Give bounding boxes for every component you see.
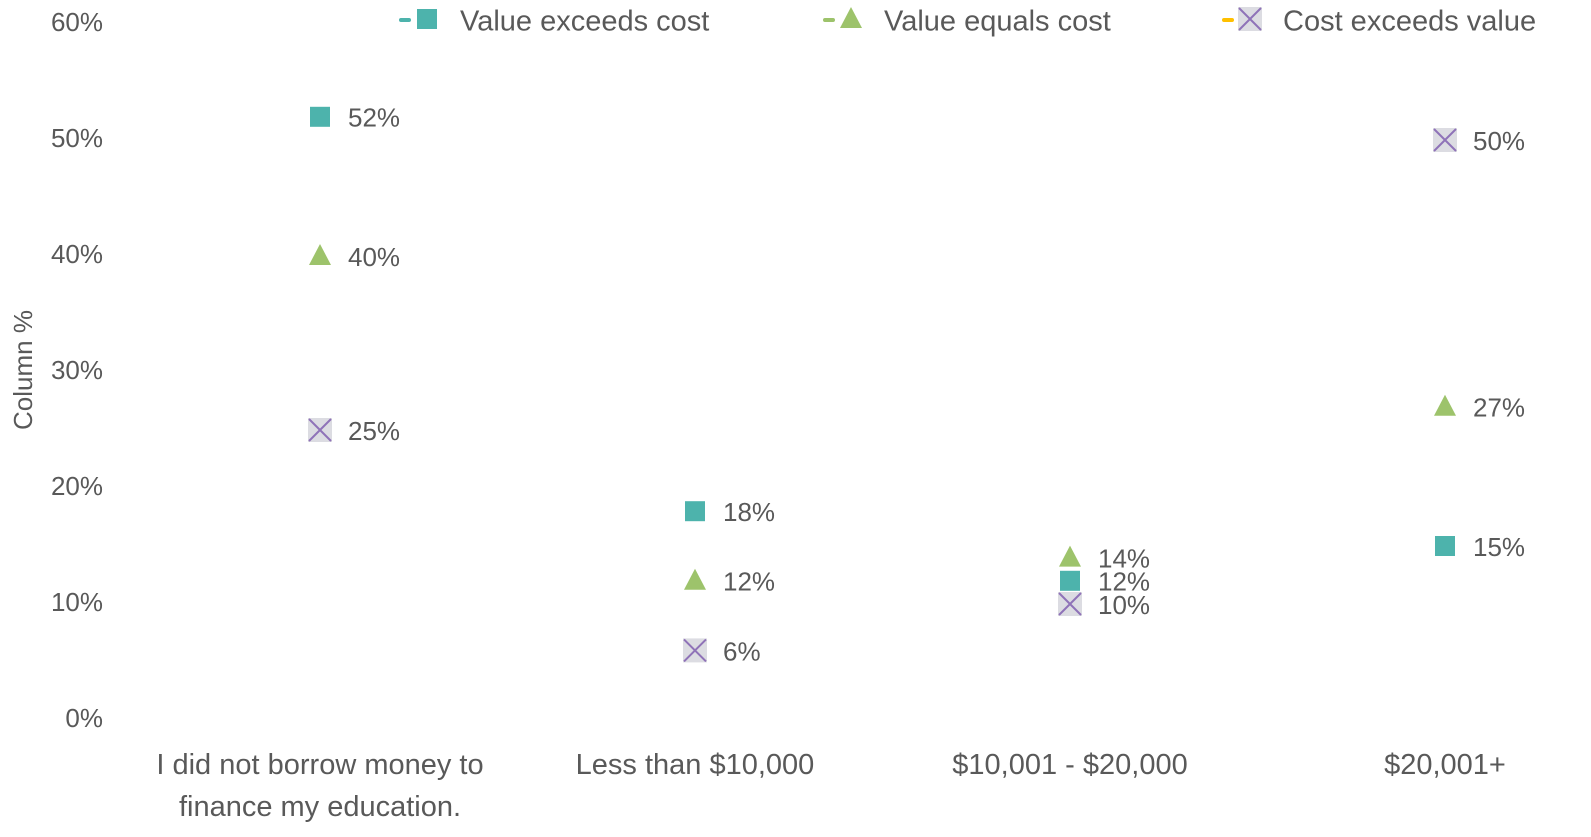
x-tick-label: $20,001+ [1384,749,1506,781]
marker-triangle [840,7,862,28]
marker-triangle [1434,394,1456,416]
marker-x-cross [308,418,332,442]
marker-x-cross [1058,592,1082,616]
data-label: 40% [348,242,400,272]
x-tick-label: $10,001 - $20,000 [952,749,1188,781]
legend-label: Cost exceeds value [1283,6,1536,38]
data-label: 12% [1098,567,1150,597]
marker-x-cross [1238,7,1262,31]
legend-label: Value exceeds cost [460,6,709,38]
marker-x [1058,592,1082,616]
y-tick-label: 40% [51,239,103,269]
y-tick-label: 60% [51,7,103,37]
marker-square [417,9,437,29]
data-label: 25% [348,416,400,446]
data-label: 52% [348,103,400,133]
data-label: 15% [1473,532,1525,562]
marker-square [1435,536,1455,556]
marker-triangle [309,244,331,265]
data-label: 50% [1473,126,1525,156]
data-label: 27% [1473,393,1525,423]
y-tick-label: 50% [51,123,103,153]
marker-x [1238,7,1262,31]
y-tick-label: 20% [51,471,103,501]
data-label: 6% [723,636,761,666]
marker-square [1060,570,1080,591]
x-tick-label: Less than $10,000 [575,749,815,781]
marker-x-cross [683,638,707,663]
marker-x [683,638,707,663]
marker-x [1433,128,1457,152]
y-tick-label: 30% [51,355,103,385]
marker-square [310,106,330,127]
marker-triangle [684,568,706,590]
marker-square [685,501,705,522]
data-label: 12% [723,567,775,597]
marker-x-cross [1433,128,1457,152]
y-axis-label: Column % [8,310,38,430]
y-tick-label: 10% [51,587,103,617]
marker-x [308,418,332,442]
x-tick-label: I did not borrow money to finance my edu… [156,749,484,823]
marker-triangle [1059,545,1081,567]
data-label: 14% [1098,543,1150,573]
data-label: 10% [1098,590,1150,620]
y-tick-label: 0% [65,703,103,733]
data-label: 18% [723,497,775,527]
legend-label: Value equals cost [884,6,1111,38]
